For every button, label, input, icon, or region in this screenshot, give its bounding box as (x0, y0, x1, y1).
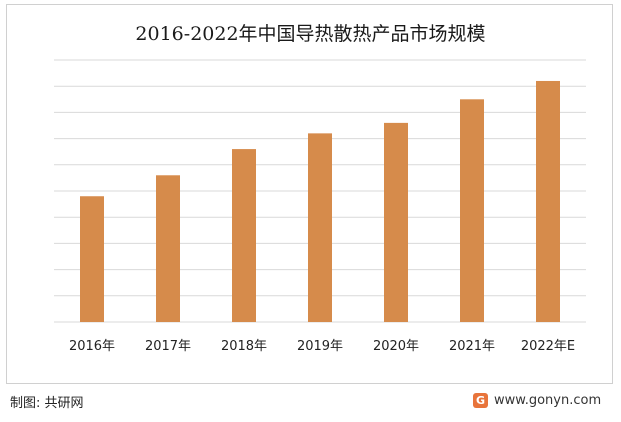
source-label: 制图: 共研网 (10, 396, 84, 411)
site-credit: G www.gonyn.com (473, 390, 601, 410)
x-tick-label: 2017年 (145, 339, 191, 354)
bar-2022年E (536, 80, 560, 323)
bar-2020年 (384, 122, 408, 322)
chart-title: 2016-2022年中国导热散热产品市场规模 (135, 23, 486, 45)
x-tick-label: 2019年 (297, 339, 343, 354)
x-tick-label: 2016年 (69, 339, 115, 354)
bar-2021年 (460, 99, 484, 322)
bar-2017年 (156, 175, 180, 322)
bar-2018年 (232, 149, 256, 322)
x-tick-label: 2021年 (449, 339, 495, 354)
gonyn-logo-icon: G (473, 392, 488, 408)
x-tick-label: 2022年E (521, 339, 575, 354)
bar-2019年 (308, 133, 332, 322)
site-url: www.gonyn.com (494, 392, 602, 408)
x-tick-label: 2018年 (221, 339, 267, 354)
bar-2016年 (80, 196, 104, 322)
x-tick-label: 2020年 (373, 339, 419, 354)
